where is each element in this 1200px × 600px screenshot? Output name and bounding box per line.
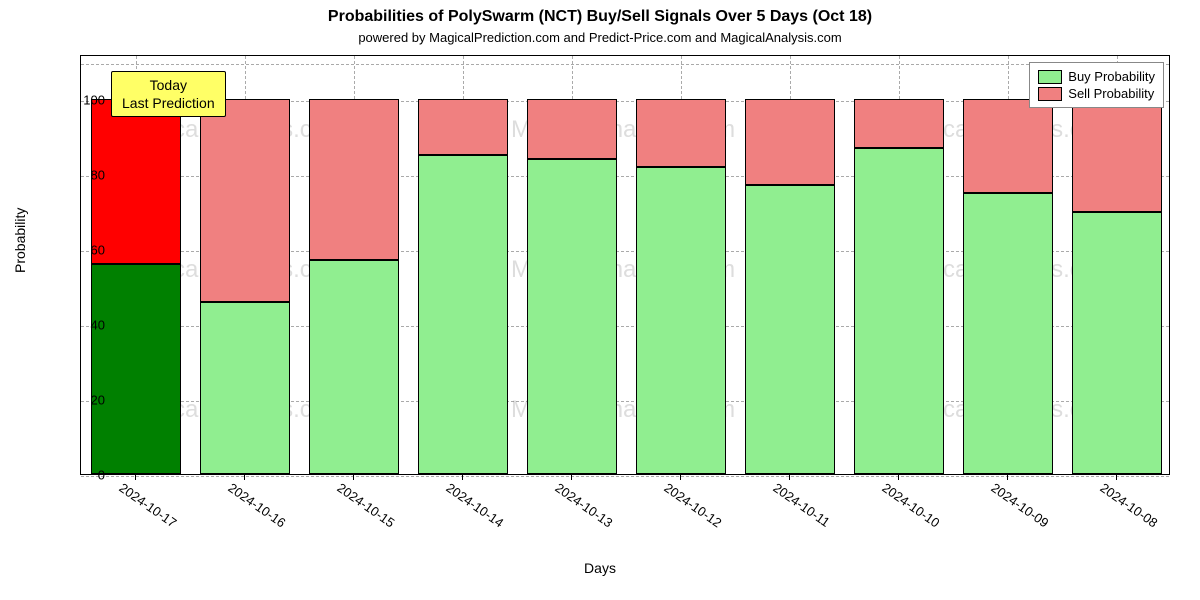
bar-buy	[91, 264, 181, 474]
legend-swatch-sell	[1038, 87, 1062, 101]
x-tick-mark	[353, 475, 354, 480]
x-tick-mark	[898, 475, 899, 480]
bar-sell	[854, 99, 944, 148]
bar-buy	[963, 193, 1053, 474]
callout-line-2: Last Prediction	[122, 94, 215, 112]
bar-sell	[745, 99, 835, 185]
bar-sell	[636, 99, 726, 167]
x-tick-label: 2024-10-10	[879, 480, 942, 530]
callout-line-1: Today	[122, 76, 215, 94]
x-tick-mark	[789, 475, 790, 480]
y-tick-label: 0	[65, 468, 105, 483]
bar-buy	[854, 148, 944, 474]
x-tick-mark	[680, 475, 681, 480]
bar-buy	[418, 155, 508, 474]
legend-swatch-buy	[1038, 70, 1062, 84]
today-callout: Today Last Prediction	[111, 71, 226, 117]
chart-container: Probabilities of PolySwarm (NCT) Buy/Sel…	[0, 0, 1200, 600]
y-tick-label: 40	[65, 318, 105, 333]
x-tick-mark	[571, 475, 572, 480]
bar-sell	[963, 99, 1053, 193]
plot-area: MagicalAnalysis.comMagicalAnalysis.comMa…	[80, 55, 1170, 475]
x-tick-label: 2024-10-15	[334, 480, 397, 530]
bar-sell	[309, 99, 399, 260]
y-axis-label: Probability	[12, 208, 28, 273]
x-tick-label: 2024-10-14	[443, 480, 506, 530]
x-tick-mark	[462, 475, 463, 480]
x-tick-label: 2024-10-16	[225, 480, 288, 530]
x-tick-label: 2024-10-11	[770, 480, 832, 530]
chart-title: Probabilities of PolySwarm (NCT) Buy/Sel…	[0, 8, 1200, 26]
x-tick-mark	[135, 475, 136, 480]
bar-buy	[527, 159, 617, 474]
bar-buy	[309, 260, 399, 474]
legend: Buy Probability Sell Probability	[1029, 62, 1164, 108]
bar-sell	[527, 99, 617, 159]
legend-item-buy: Buy Probability	[1038, 69, 1155, 84]
x-tick-label: 2024-10-09	[988, 480, 1051, 530]
bar-sell	[1072, 99, 1162, 212]
bar-buy	[1072, 212, 1162, 475]
x-tick-label: 2024-10-12	[661, 480, 724, 530]
chart-subtitle: powered by MagicalPrediction.com and Pre…	[0, 30, 1200, 45]
y-tick-label: 80	[65, 168, 105, 183]
legend-label-sell: Sell Probability	[1068, 86, 1154, 101]
legend-item-sell: Sell Probability	[1038, 86, 1155, 101]
bars-layer	[81, 56, 1169, 474]
bar-buy	[745, 185, 835, 474]
x-axis-label: Days	[0, 560, 1200, 576]
y-tick-label: 100	[65, 93, 105, 108]
bar-buy	[636, 167, 726, 475]
bar-sell	[418, 99, 508, 155]
y-tick-label: 60	[65, 243, 105, 258]
bar-buy	[200, 302, 290, 475]
y-tick-label: 20	[65, 393, 105, 408]
bar-sell	[200, 99, 290, 302]
x-tick-mark	[1007, 475, 1008, 480]
x-tick-label: 2024-10-13	[552, 480, 615, 530]
x-tick-label: 2024-10-17	[116, 480, 179, 530]
x-tick-mark	[244, 475, 245, 480]
x-tick-mark	[1116, 475, 1117, 480]
legend-label-buy: Buy Probability	[1068, 69, 1155, 84]
x-tick-label: 2024-10-08	[1097, 480, 1160, 530]
